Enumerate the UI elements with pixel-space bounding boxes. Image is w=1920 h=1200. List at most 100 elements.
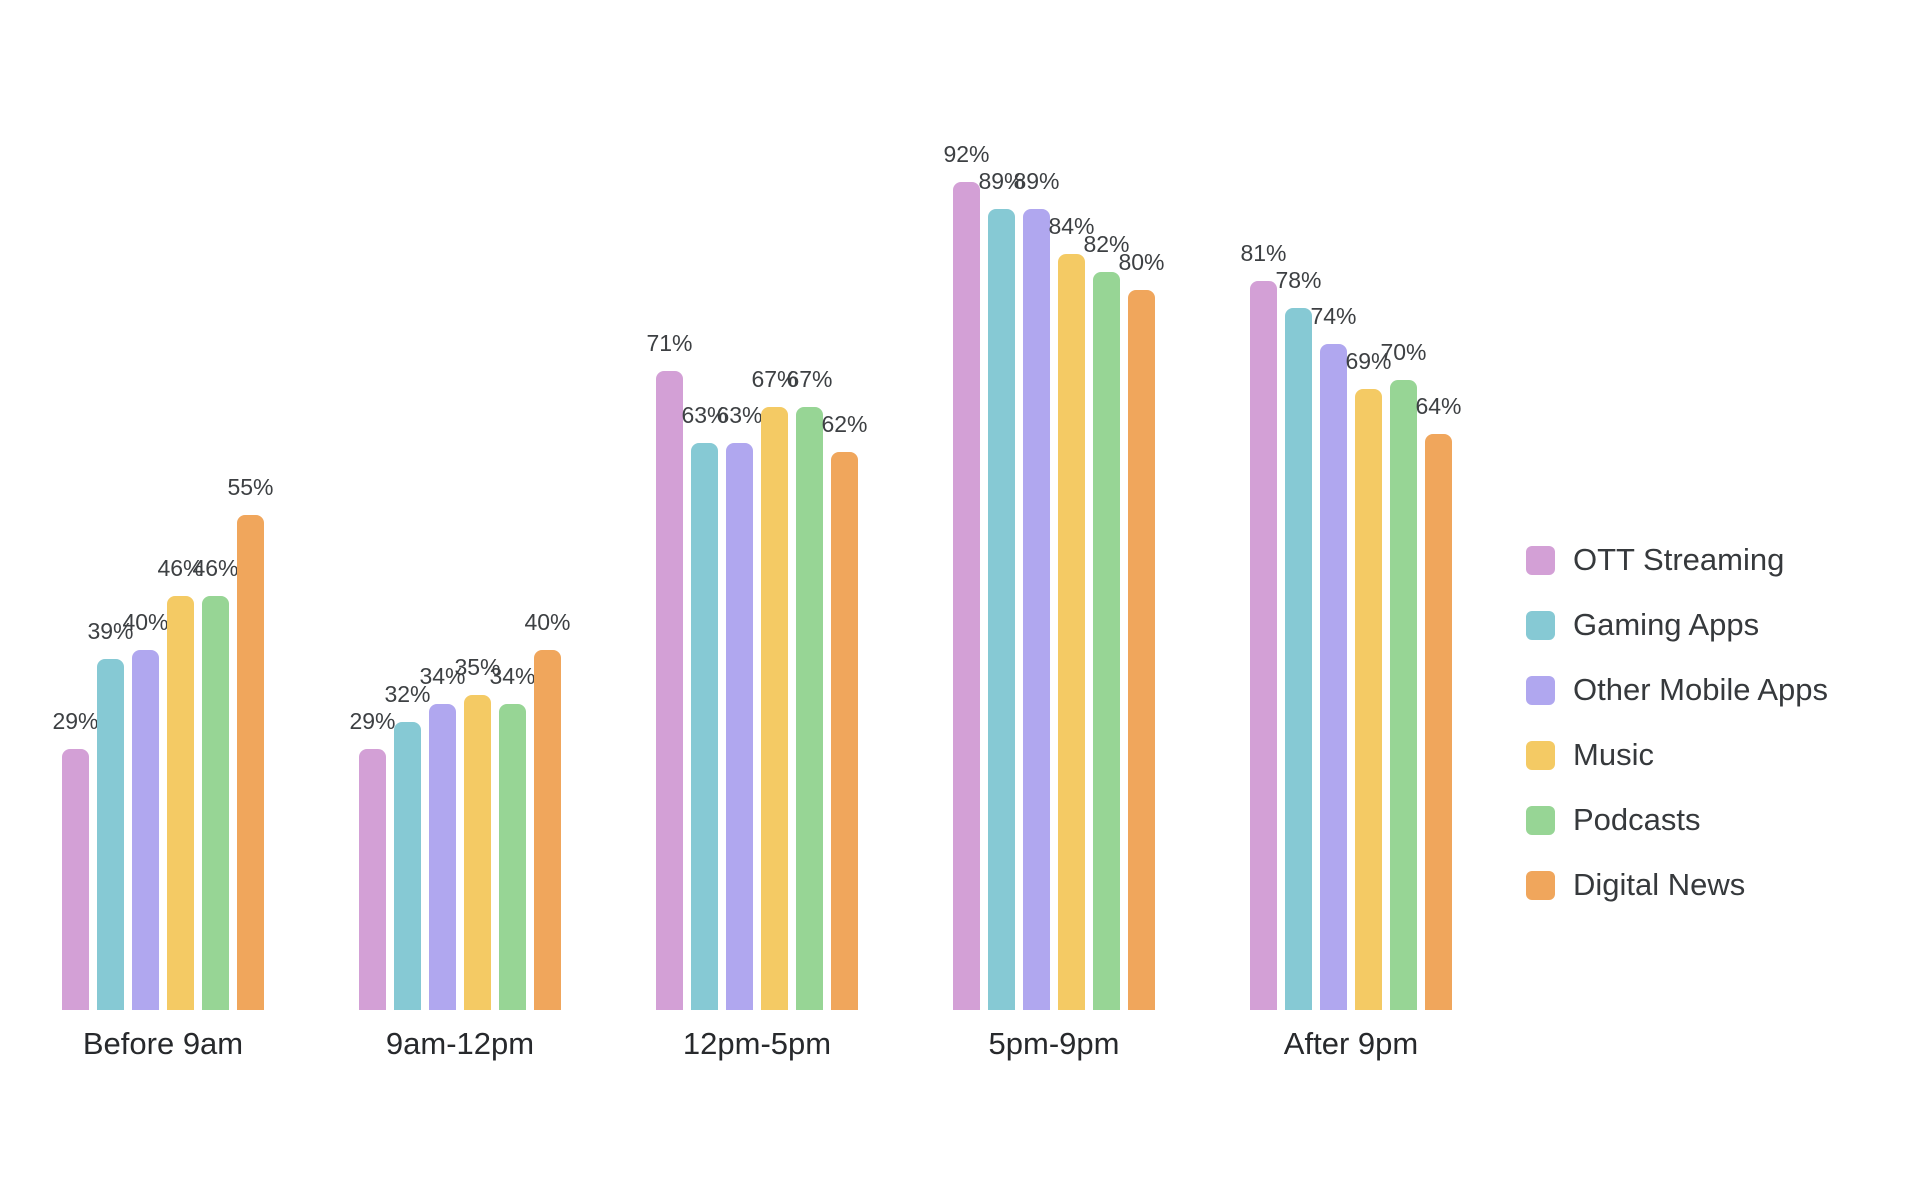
legend-swatch-icon: [1526, 740, 1555, 770]
bar-slot: 55%: [227, 476, 274, 1010]
bar: [132, 650, 159, 1010]
category-axis-label: 12pm-5pm: [682, 1026, 832, 1061]
bar-group: 71% 63% 63% 67% 67% 62% 12pm-5pm: [646, 332, 868, 1062]
legend-swatch-icon: [1526, 805, 1555, 835]
bar-value-label: 39%: [87, 618, 134, 644]
bar: [1390, 380, 1417, 1010]
bar-value-label: 63%: [716, 402, 763, 428]
legend-item: Music: [1526, 737, 1828, 772]
legend-item: Podcasts: [1526, 802, 1828, 837]
bar: [499, 704, 526, 1010]
bar-value-label: 40%: [524, 609, 571, 635]
bar: [359, 749, 386, 1010]
bar: [1128, 290, 1155, 1010]
bar: [726, 443, 753, 1010]
legend-item: OTT Streaming: [1526, 542, 1828, 577]
category-axis-label: 9am-12pm: [385, 1026, 535, 1061]
bar-slot: 67%: [751, 368, 798, 1010]
bar-slot: 29%: [52, 710, 99, 1010]
bar-slot: 40%: [122, 611, 169, 1010]
bar-value-label: 74%: [1310, 303, 1357, 329]
bar-slot: 92%: [943, 143, 990, 1010]
bar-value-label: 82%: [1083, 231, 1130, 257]
bar-group: 29% 32% 34% 35% 34% 40% 9am-12pm: [349, 611, 571, 1062]
legend-label: Music: [1573, 737, 1654, 772]
bar-value-label: 34%: [489, 663, 536, 689]
bar: [691, 443, 718, 1010]
bar-slot: 82%: [1083, 233, 1130, 1010]
bar-value-label: 67%: [751, 366, 798, 392]
bar-slot: 84%: [1048, 215, 1095, 1010]
bar-value-label: 32%: [384, 681, 431, 707]
bar-slot: 62%: [821, 413, 868, 1010]
legend-swatch-icon: [1526, 675, 1555, 705]
bar-slot: 34%: [419, 665, 466, 1010]
bar-value-label: 84%: [1048, 213, 1095, 239]
legend-swatch-icon: [1526, 870, 1555, 900]
bar-slot: 46%: [157, 557, 204, 1010]
bar: [167, 596, 194, 1010]
bar-slot: 64%: [1415, 395, 1462, 1010]
bar: [534, 650, 561, 1010]
bar-slot: 29%: [349, 710, 396, 1010]
legend-label: Podcasts: [1573, 802, 1701, 837]
bar-value-label: 29%: [52, 708, 99, 734]
bar-slot: 89%: [978, 170, 1025, 1010]
bar-value-label: 46%: [157, 555, 204, 581]
bar-value-label: 78%: [1275, 267, 1322, 293]
bar-slot: 35%: [454, 656, 501, 1010]
bar: [1355, 389, 1382, 1010]
bar-value-label: 34%: [419, 663, 466, 689]
bar-value-label: 64%: [1415, 393, 1462, 419]
bar-value-label: 70%: [1380, 339, 1427, 365]
bar-value-label: 71%: [646, 330, 693, 356]
bar-slot: 78%: [1275, 269, 1322, 1010]
bar: [761, 407, 788, 1010]
bar: [62, 749, 89, 1010]
bar: [429, 704, 456, 1010]
legend-label: Digital News: [1573, 867, 1746, 902]
bar: [97, 659, 124, 1010]
bar: [1250, 281, 1277, 1010]
bar-slot: 40%: [524, 611, 571, 1010]
legend-swatch-icon: [1526, 545, 1555, 575]
bar-slot: 71%: [646, 332, 693, 1010]
bar: [1425, 434, 1452, 1010]
bar-group: 92% 89% 89% 84% 82% 80% 5pm-9pm: [943, 143, 1165, 1062]
bar-value-label: 46%: [192, 555, 239, 581]
bar-value-label: 55%: [227, 474, 274, 500]
bar-value-label: 29%: [349, 708, 396, 734]
bar-group: 81% 78% 74% 69% 70% 64% After 9pm: [1240, 242, 1462, 1062]
chart-legend: OTT Streaming Gaming Apps Other Mobile App…: [1526, 542, 1829, 902]
legend-item: Digital News: [1526, 867, 1828, 902]
bar-slot: 69%: [1345, 350, 1392, 1010]
bar-slot: 39%: [87, 620, 134, 1010]
bar-value-label: 62%: [821, 411, 868, 437]
bar-value-label: 89%: [978, 168, 1025, 194]
bar: [1058, 254, 1085, 1010]
category-axis-label: 5pm-9pm: [988, 1026, 1120, 1061]
bar-value-label: 92%: [943, 141, 990, 167]
bar: [202, 596, 229, 1010]
bar-slot: 34%: [489, 665, 536, 1010]
bar: [237, 515, 264, 1010]
bar: [796, 407, 823, 1010]
bar-value-label: 69%: [1345, 348, 1392, 374]
bar-value-label: 67%: [786, 366, 833, 392]
bar-slot: 80%: [1118, 251, 1165, 1010]
bar-value-label: 80%: [1118, 249, 1165, 275]
bar: [656, 371, 683, 1010]
bar-value-label: 89%: [1013, 168, 1060, 194]
legend-label: Other Mobile Apps: [1573, 672, 1829, 707]
legend-label: OTT Streaming: [1573, 542, 1785, 577]
legend-item: Other Mobile Apps: [1526, 672, 1829, 707]
bar-group: 29% 39% 40% 46% 46% 55% Before 9am: [52, 476, 274, 1062]
bar: [831, 452, 858, 1010]
legend-label: Gaming Apps: [1573, 607, 1760, 642]
bar-slot: 74%: [1310, 305, 1357, 1010]
bar: [1320, 344, 1347, 1010]
bar: [1285, 308, 1312, 1010]
bar-slot: 81%: [1240, 242, 1287, 1010]
